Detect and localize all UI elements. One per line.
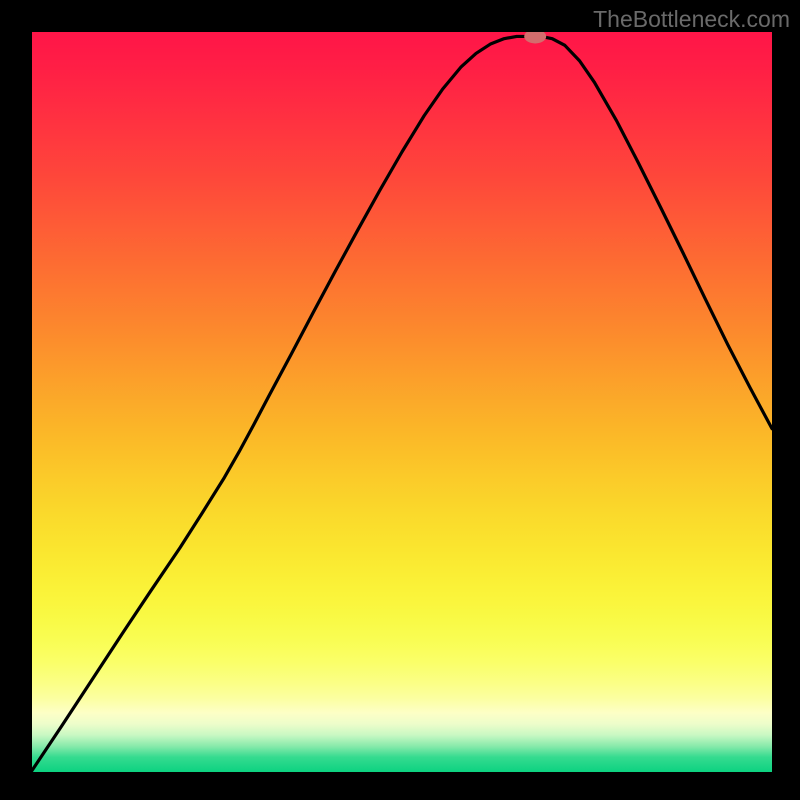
- bottleneck-chart: [32, 32, 772, 772]
- plot-area: [32, 32, 772, 772]
- plot-background: [32, 32, 772, 772]
- chart-container: TheBottleneck.com: [0, 0, 800, 800]
- watermark-text: TheBottleneck.com: [593, 6, 790, 33]
